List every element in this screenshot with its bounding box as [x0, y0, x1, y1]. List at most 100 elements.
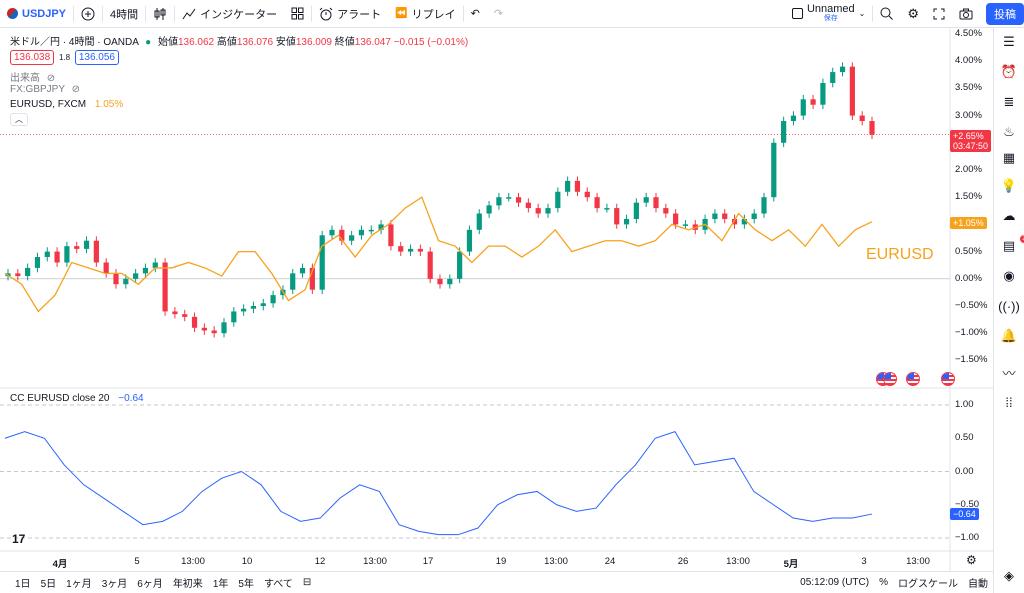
cc-axis-label: 0.00: [955, 465, 974, 477]
candle: [663, 208, 669, 214]
top-toolbar: USDJPY 4時間 インジケーター アラート ⏪ リプレイ ↶ ↷ Unnam…: [0, 0, 1024, 28]
messages-icon[interactable]: ▤2: [1001, 235, 1024, 254]
interval-button[interactable]: 4時間: [103, 0, 145, 28]
chart-type-button[interactable]: [146, 0, 174, 28]
snapshot-button[interactable]: [952, 0, 980, 28]
time-axis-label: 10: [241, 556, 253, 567]
divider: [872, 5, 874, 22]
change-value: −0.015 (−0.01%): [393, 37, 469, 48]
candle: [633, 202, 639, 219]
range-button[interactable]: 6ヶ月: [137, 579, 163, 590]
symbol-search-button[interactable]: USDJPY: [0, 0, 73, 28]
redo-button[interactable]: ↷: [487, 0, 510, 28]
layout-name-button[interactable]: Unnamed 保存 ⌄: [785, 0, 872, 28]
undo-button[interactable]: ↶: [464, 0, 487, 28]
indicators-button[interactable]: インジケーター: [175, 0, 284, 28]
gear-icon[interactable]: ⚙: [966, 553, 977, 567]
candle: [830, 72, 836, 83]
fullscreen-button[interactable]: [926, 0, 952, 28]
high-value: 136.076: [236, 37, 274, 48]
range-button[interactable]: 1ヶ月: [66, 579, 92, 590]
hidden-eye-icon[interactable]: ⊘: [46, 73, 56, 84]
cc-legend-label: CC EURUSD close 20: [10, 393, 110, 404]
sell-price-button[interactable]: 136.038: [10, 50, 55, 65]
layout-templates-button[interactable]: [284, 0, 311, 28]
utc-time[interactable]: 05:12:09 (UTC): [800, 577, 870, 588]
candle: [368, 229, 374, 232]
bid-ask-row: 136.038 1.8 136.056: [10, 50, 119, 65]
chart-area[interactable]: [0, 28, 993, 571]
candle: [113, 273, 119, 285]
cc-legend[interactable]: CC EURUSD close 20 −0.64: [10, 393, 144, 404]
date-range-picker-button[interactable]: ⊟: [298, 577, 316, 588]
cc-legend-value: −0.64: [118, 393, 144, 404]
alarm-icon[interactable]: ⏰: [1000, 64, 1018, 79]
candle: [810, 99, 816, 105]
search-button[interactable]: [873, 0, 900, 28]
candle: [525, 202, 531, 209]
alert-button[interactable]: アラート: [312, 0, 388, 28]
open-label: 始値: [157, 37, 178, 48]
range-button[interactable]: 1年: [212, 579, 229, 590]
settings-button[interactable]: ⚙: [900, 0, 926, 28]
volume-legend[interactable]: 出来高 ⊘: [10, 69, 55, 84]
signal-icon[interactable]: ◉: [1003, 268, 1015, 283]
publish-button[interactable]: 投稿: [986, 2, 1024, 25]
calendar-icon[interactable]: ▦: [1002, 150, 1016, 165]
divider: [311, 5, 313, 22]
trend-icon[interactable]: 〰: [1002, 365, 1016, 381]
range-button[interactable]: 1日: [15, 579, 31, 590]
idea-icon[interactable]: 💡: [1000, 178, 1018, 193]
us-event-flag-icon[interactable]: [941, 372, 955, 386]
candle: [486, 205, 492, 214]
tradingview-logo[interactable]: 17: [12, 532, 26, 546]
chevron-up-icon: ︿: [15, 115, 23, 124]
candle: [653, 197, 659, 209]
rewind-icon: ⏪: [395, 8, 408, 19]
replay-label: リプレイ: [411, 8, 456, 21]
range-button[interactable]: 3ヶ月: [101, 579, 128, 590]
auto-scale-toggle[interactable]: 自動: [968, 579, 988, 590]
candle: [378, 224, 384, 230]
interval-label: 4時間: [110, 8, 139, 21]
price-axis-label: −1.00%: [955, 327, 988, 339]
candle: [133, 273, 139, 279]
apps-icon[interactable]: ⁞⁞: [1005, 394, 1013, 410]
range-button[interactable]: すべて: [263, 579, 293, 590]
hidden-eye-icon[interactable]: ⊘: [71, 84, 81, 95]
candle: [623, 218, 630, 225]
price-axis-label: 0.50%: [955, 245, 982, 257]
cc-indicator: [4, 430, 873, 536]
candle: [25, 267, 31, 277]
bell-icon[interactable]: 🔔: [1000, 328, 1018, 343]
candle: [643, 197, 649, 203]
range-button[interactable]: 年初来: [172, 579, 203, 590]
watchlist-icon[interactable]: ☰: [1003, 34, 1015, 49]
candle: [299, 267, 306, 274]
divider: [145, 5, 147, 22]
us-event-flag-icon[interactable]: [883, 372, 897, 386]
chat-icon[interactable]: ☁: [1002, 208, 1016, 223]
compare-symbol-button[interactable]: [74, 0, 102, 28]
collapse-legend-button[interactable]: ︿: [10, 113, 28, 126]
news-icon[interactable]: ≣: [1003, 94, 1015, 109]
range-button[interactable]: 5年: [238, 579, 254, 590]
percent-toggle[interactable]: %: [879, 577, 888, 588]
replay-button[interactable]: ⏪ リプレイ: [388, 0, 462, 28]
candle: [437, 278, 443, 285]
candle: [535, 208, 541, 214]
eurusd-legend[interactable]: EURUSD, FXCM 1.05%: [10, 99, 123, 110]
log-scale-toggle[interactable]: ログスケール: [898, 579, 958, 590]
us-event-flag-icon[interactable]: [906, 372, 920, 386]
candle: [44, 251, 50, 258]
gbpjpy-legend[interactable]: FX:GBPJPY ⊘: [10, 84, 80, 95]
buy-price-button[interactable]: 136.056: [74, 50, 119, 65]
fullscreen-icon: [933, 8, 945, 19]
broadcast-icon[interactable]: ((·)): [998, 298, 1020, 314]
layers-icon[interactable]: ◈: [1004, 568, 1014, 583]
eurusd-price-tag: +1.05%: [950, 217, 987, 229]
eurusd-overlay: [4, 196, 873, 313]
main-series-title[interactable]: 米ドル／円 · 4時間 · OANDA: [10, 37, 139, 48]
range-button[interactable]: 5日: [40, 579, 57, 590]
fire-icon[interactable]: ♨: [1003, 124, 1015, 139]
